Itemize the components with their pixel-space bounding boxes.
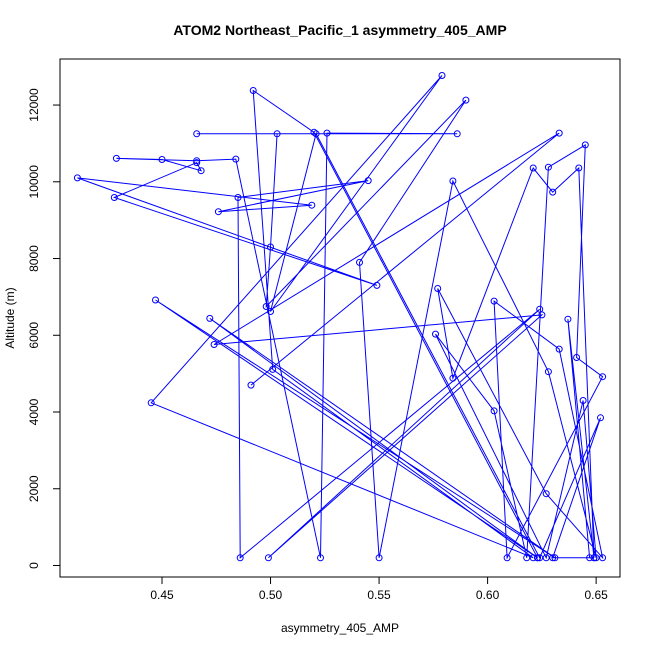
x-axis: 0.45 0.50 0.55 0.60 0.65 (150, 576, 608, 602)
data-point (503, 554, 511, 562)
y-axis: 0 2000 4000 6000 8000 10000 12000 (27, 88, 61, 569)
chart-title: ATOM2 Northeast_Pacific_1 asymmetry_405_… (173, 22, 506, 38)
data-point (214, 208, 222, 216)
data-point (462, 96, 470, 104)
data-point (564, 315, 572, 323)
data-point (438, 72, 446, 79)
data-point (110, 194, 118, 201)
data-point (234, 194, 242, 201)
data-point (269, 365, 277, 373)
data-point (579, 397, 587, 404)
data-point (597, 414, 604, 422)
y-tick-label: 2000 (27, 475, 41, 502)
data-point (264, 554, 272, 562)
data-point (249, 87, 257, 94)
x-tick-label: 0.65 (584, 588, 608, 602)
data-point (267, 243, 274, 251)
y-tick-label: 8000 (27, 245, 41, 272)
data-point (544, 163, 552, 171)
data-point (152, 296, 159, 304)
data-point (449, 374, 457, 382)
data-point (523, 554, 531, 562)
data-point (592, 554, 600, 562)
y-tick-label: 12000 (27, 88, 41, 122)
data-point (538, 311, 546, 319)
data-point (432, 330, 439, 338)
data-point (490, 407, 498, 415)
data-point (197, 167, 205, 175)
data-point (575, 164, 583, 172)
data-point (193, 130, 201, 138)
x-tick-label: 0.55 (367, 588, 391, 602)
data-point (555, 345, 563, 353)
data-point (147, 399, 155, 407)
data-point (590, 554, 598, 562)
data-point (232, 155, 240, 163)
y-axis-label: Altitude (m) (3, 287, 17, 348)
series-layer (73, 72, 607, 562)
data-point (551, 554, 559, 562)
data-point (373, 281, 381, 289)
x-tick-label: 0.45 (150, 588, 174, 602)
data-point (193, 159, 201, 167)
data-point (599, 373, 607, 381)
data-point (210, 341, 218, 348)
y-tick-label: 10000 (27, 165, 41, 199)
data-point (158, 156, 166, 163)
data-point (356, 258, 363, 266)
data-point (323, 129, 331, 137)
x-tick-label: 0.50 (259, 588, 283, 602)
data-point (549, 188, 557, 196)
data-point (542, 490, 550, 498)
data-point (544, 368, 552, 376)
data-point (310, 128, 318, 136)
data-point (555, 129, 563, 137)
data-point (73, 174, 81, 182)
x-axis-label: asymmetry_405_AMP (281, 621, 399, 635)
data-point (308, 201, 316, 209)
x-tick-label: 0.60 (476, 588, 500, 602)
data-point (453, 130, 461, 138)
y-tick-label: 6000 (27, 322, 41, 349)
data-point (312, 130, 320, 138)
data-point (236, 554, 244, 562)
series-line (77, 75, 604, 560)
data-point (317, 554, 324, 562)
data-point (247, 381, 255, 389)
data-point (581, 141, 589, 149)
data-point (375, 554, 383, 562)
data-point (449, 177, 457, 185)
data-point (262, 303, 270, 310)
plot-frame (59, 58, 621, 578)
data-point (542, 554, 550, 562)
y-tick-label: 0 (27, 562, 41, 569)
data-point (206, 314, 214, 322)
data-point (490, 297, 498, 305)
data-point (267, 308, 274, 315)
data-point (534, 554, 541, 562)
data-point (573, 354, 581, 361)
data-point (434, 285, 442, 292)
data-point (193, 157, 201, 165)
data-point (273, 130, 281, 138)
data-point (529, 164, 537, 172)
data-point (112, 154, 120, 162)
data-point (364, 177, 372, 185)
y-tick-label: 4000 (27, 398, 41, 425)
